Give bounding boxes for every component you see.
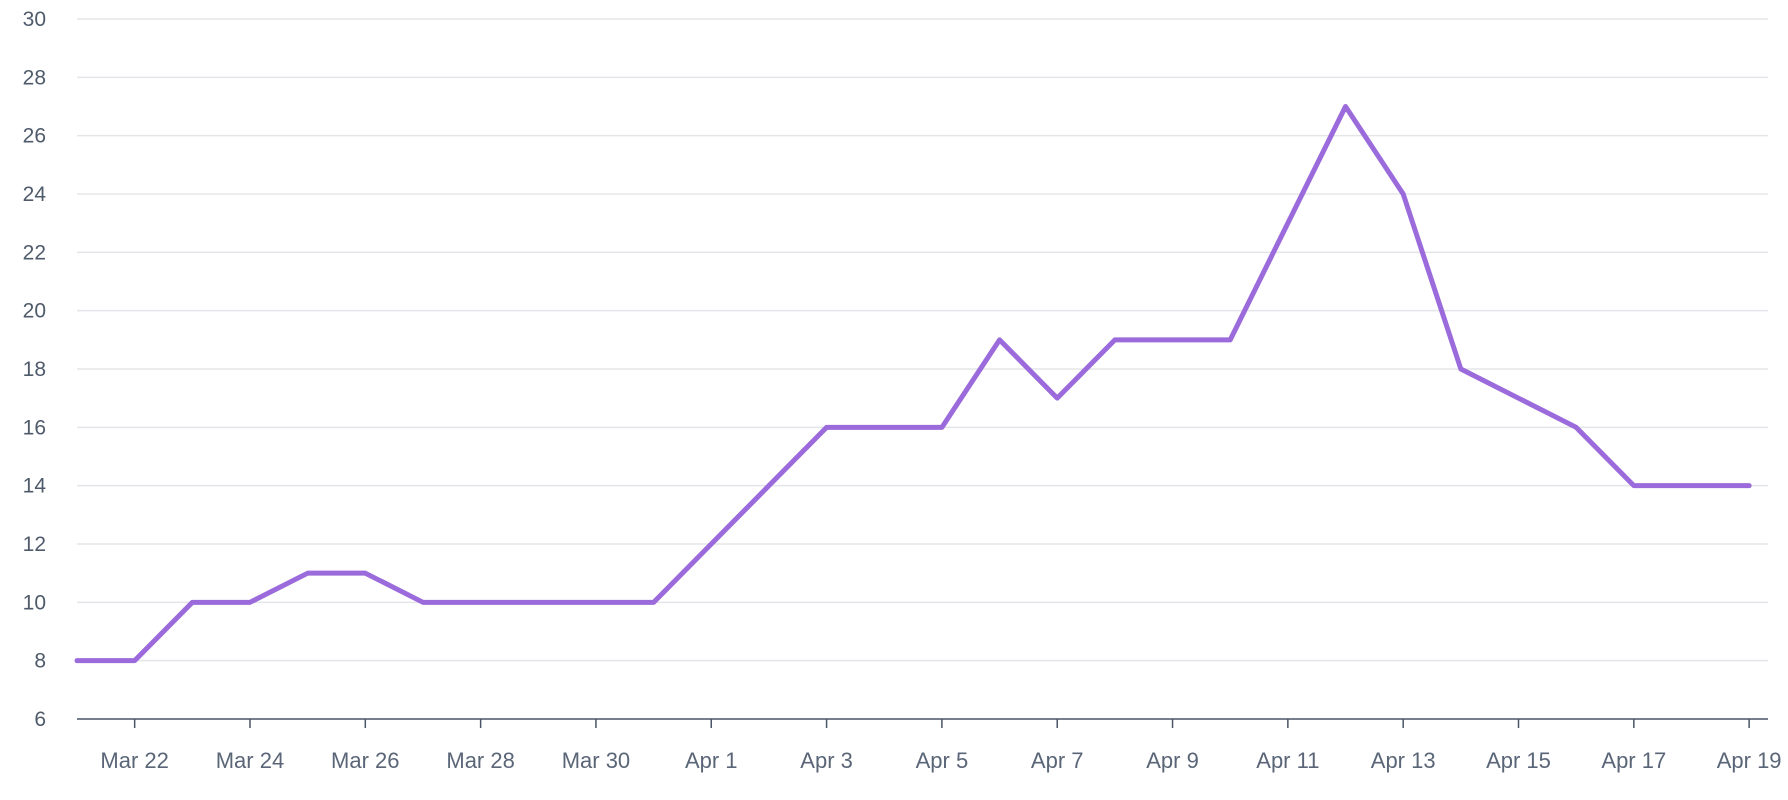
y-tick-label: 28 <box>23 66 46 89</box>
y-tick-label: 10 <box>23 591 46 614</box>
series-layer <box>74 104 1752 664</box>
series-line <box>74 104 1752 664</box>
x-tick-label: Apr 19 <box>1717 748 1782 773</box>
x-axis: Mar 22 Mar 24 Mar 26 Mar 28 Mar 30 Apr 1 Apr 3… <box>77 718 1782 773</box>
x-tick-label: Apr 9 <box>1146 748 1199 773</box>
y-tick-label: 16 <box>23 416 46 439</box>
x-tick-label: Apr 3 <box>800 748 853 773</box>
x-tick-label: Apr 13 <box>1371 748 1436 773</box>
x-tick-label: Mar 28 <box>446 748 514 773</box>
y-axis: 6 8 10 12 14 16 18 20 22 24 26 28 30 <box>23 8 47 731</box>
grid-layer <box>77 18 1768 662</box>
x-tick-label: Apr 7 <box>1031 748 1084 773</box>
x-tick-label: Apr 15 <box>1486 748 1551 773</box>
y-tick-label: 22 <box>23 241 46 264</box>
x-tick-label: Apr 11 <box>1256 748 1319 773</box>
x-tick-label: Apr 5 <box>916 748 969 773</box>
x-tick-label: Mar 26 <box>331 748 399 773</box>
y-tick-label: 14 <box>23 475 47 498</box>
y-tick-label: 18 <box>23 358 46 381</box>
x-tick-label: Mar 24 <box>216 748 284 773</box>
y-tick-label: 24 <box>23 183 47 206</box>
y-tick-label: 30 <box>23 8 46 31</box>
y-tick-label: 26 <box>23 125 46 148</box>
x-tick-label: Mar 22 <box>100 748 168 773</box>
y-tick-label: 6 <box>34 708 46 731</box>
y-tick-label: 20 <box>23 300 46 323</box>
x-tick-label: Mar 30 <box>562 748 630 773</box>
y-tick-label: 8 <box>34 650 46 673</box>
x-tick-label: Apr 17 <box>1601 748 1666 773</box>
x-tick-label: Apr 1 <box>685 748 738 773</box>
y-tick-label: 12 <box>23 533 46 556</box>
